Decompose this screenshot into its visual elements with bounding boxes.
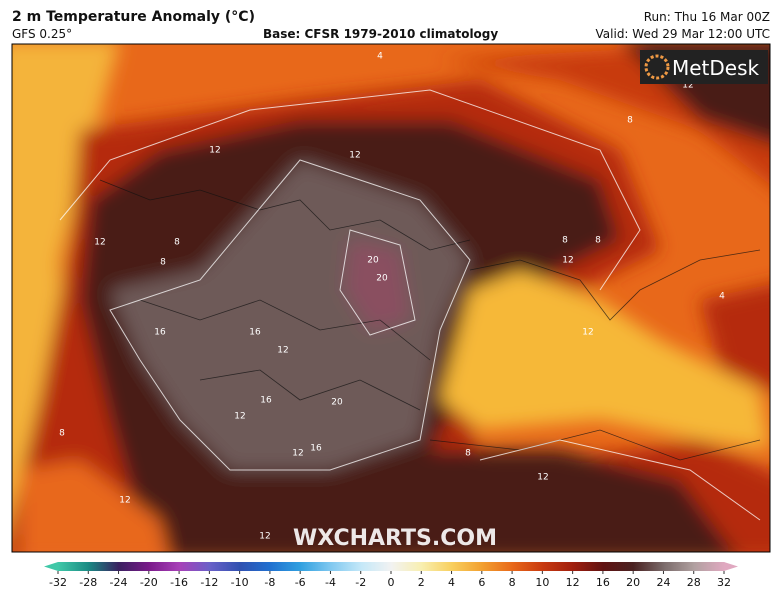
contour-label: 12 [582, 328, 593, 338]
colorbar-segment [239, 562, 271, 571]
colorbar-label: 24 [656, 576, 670, 589]
contour-label: 16 [249, 328, 261, 338]
colorbar-segment [602, 562, 634, 571]
colorbar-label: 6 [478, 576, 485, 589]
colorbar-end [44, 562, 58, 571]
contour-label: 12 [349, 151, 360, 161]
colorbar-label: -28 [79, 576, 97, 589]
colorbar-segment [391, 562, 422, 571]
contour-label: 12 [562, 256, 573, 266]
contour-label: 12 [537, 473, 548, 483]
colorbar-segment [663, 562, 695, 571]
colorbar-label: -12 [200, 576, 218, 589]
colorbar-segment [633, 562, 664, 571]
contour-label: 12 [259, 532, 270, 542]
colorbar-segment [88, 562, 120, 571]
colorbar-label: -6 [295, 576, 306, 589]
colorbar-label: -20 [140, 576, 158, 589]
contour-label: 12 [277, 346, 288, 356]
watermark: WXCHARTS.COM [293, 526, 497, 551]
contour-label: 8 [562, 236, 568, 246]
colorbar-label: 8 [509, 576, 516, 589]
anomaly-field [12, 44, 770, 552]
contour-label: 16 [154, 328, 166, 338]
contour-label: 8 [160, 258, 166, 268]
colorbar-segment [269, 562, 301, 571]
colorbar-segment [148, 562, 180, 571]
colorbar-label: 4 [448, 576, 455, 589]
colorbar-end [724, 562, 738, 571]
contour-label: 4 [719, 292, 725, 302]
colorbar-label: -8 [264, 576, 275, 589]
colorbar-segment [179, 562, 210, 571]
colorbar-label: 0 [388, 576, 395, 589]
map-frame [11, 43, 771, 553]
colorbar-segment [451, 562, 483, 571]
colorbar-label: 32 [717, 576, 731, 589]
colorbar-segment [209, 562, 241, 571]
colorbar-segment [542, 562, 574, 571]
colorbar-label: -24 [110, 576, 128, 589]
contour-label: 8 [59, 429, 65, 439]
colorbar-segment [330, 562, 362, 571]
contour-label: 12 [682, 81, 693, 91]
logo-icon [644, 54, 670, 80]
colorbar-label: 28 [687, 576, 701, 589]
colorbar-segment [481, 562, 513, 571]
base: Base: CFSR 1979-2010 climatology [263, 27, 498, 41]
contour-label: 16 [310, 444, 322, 454]
contour-label: 8 [595, 236, 601, 246]
colorbar-label: -16 [170, 576, 188, 589]
contour-label: 4 [377, 52, 383, 62]
contour-label: 20 [376, 274, 388, 284]
colorbar-label: -2 [355, 576, 366, 589]
contour-label: 16 [260, 396, 272, 406]
colorbar-segment [118, 562, 150, 571]
colorbar-segment [360, 562, 392, 571]
contour-label: 20 [331, 398, 343, 408]
contour-label: 8 [627, 116, 633, 126]
colorbar: -32 -28 -24 -20 -16 -12 -10 -8 -6 -4 -2 0 2 4 6 8 10 12 16… [44, 562, 738, 589]
contour-label: 12 [119, 496, 130, 506]
colorbar-label: -10 [231, 576, 249, 589]
run: Run: Thu 16 Mar 00Z [644, 10, 770, 24]
colorbar-segment [300, 562, 331, 571]
colorbar-segment [693, 562, 725, 571]
title: 2 m Temperature Anomaly (°C) [12, 9, 255, 25]
model: GFS 0.25° [12, 27, 72, 41]
borders [99, 179, 761, 461]
colorbar-segment [572, 562, 604, 571]
colorbar-label: 20 [626, 576, 640, 589]
colorbar-label: 2 [418, 576, 425, 589]
contour-label: 12 [234, 412, 245, 422]
colorbar-label: -32 [49, 576, 67, 589]
colorbar-segment [512, 562, 543, 571]
contour-label: 8 [174, 238, 180, 248]
colorbar-label: 10 [535, 576, 549, 589]
colorbar-segment [421, 562, 453, 571]
contour-label: 12 [292, 449, 303, 459]
contours [59, 89, 761, 521]
contour-label: 8 [465, 449, 471, 459]
logo: MetDesk [672, 56, 760, 80]
colorbar-label: 16 [596, 576, 610, 589]
contour-label: 12 [94, 238, 105, 248]
contour-label: 20 [367, 256, 379, 266]
contour-label: 12 [209, 146, 220, 156]
colorbar-segment [58, 562, 89, 571]
valid: Valid: Wed 29 Mar 12:00 UTC [596, 27, 770, 41]
colorbar-label: -4 [325, 576, 336, 589]
colorbar-label: 12 [566, 576, 580, 589]
